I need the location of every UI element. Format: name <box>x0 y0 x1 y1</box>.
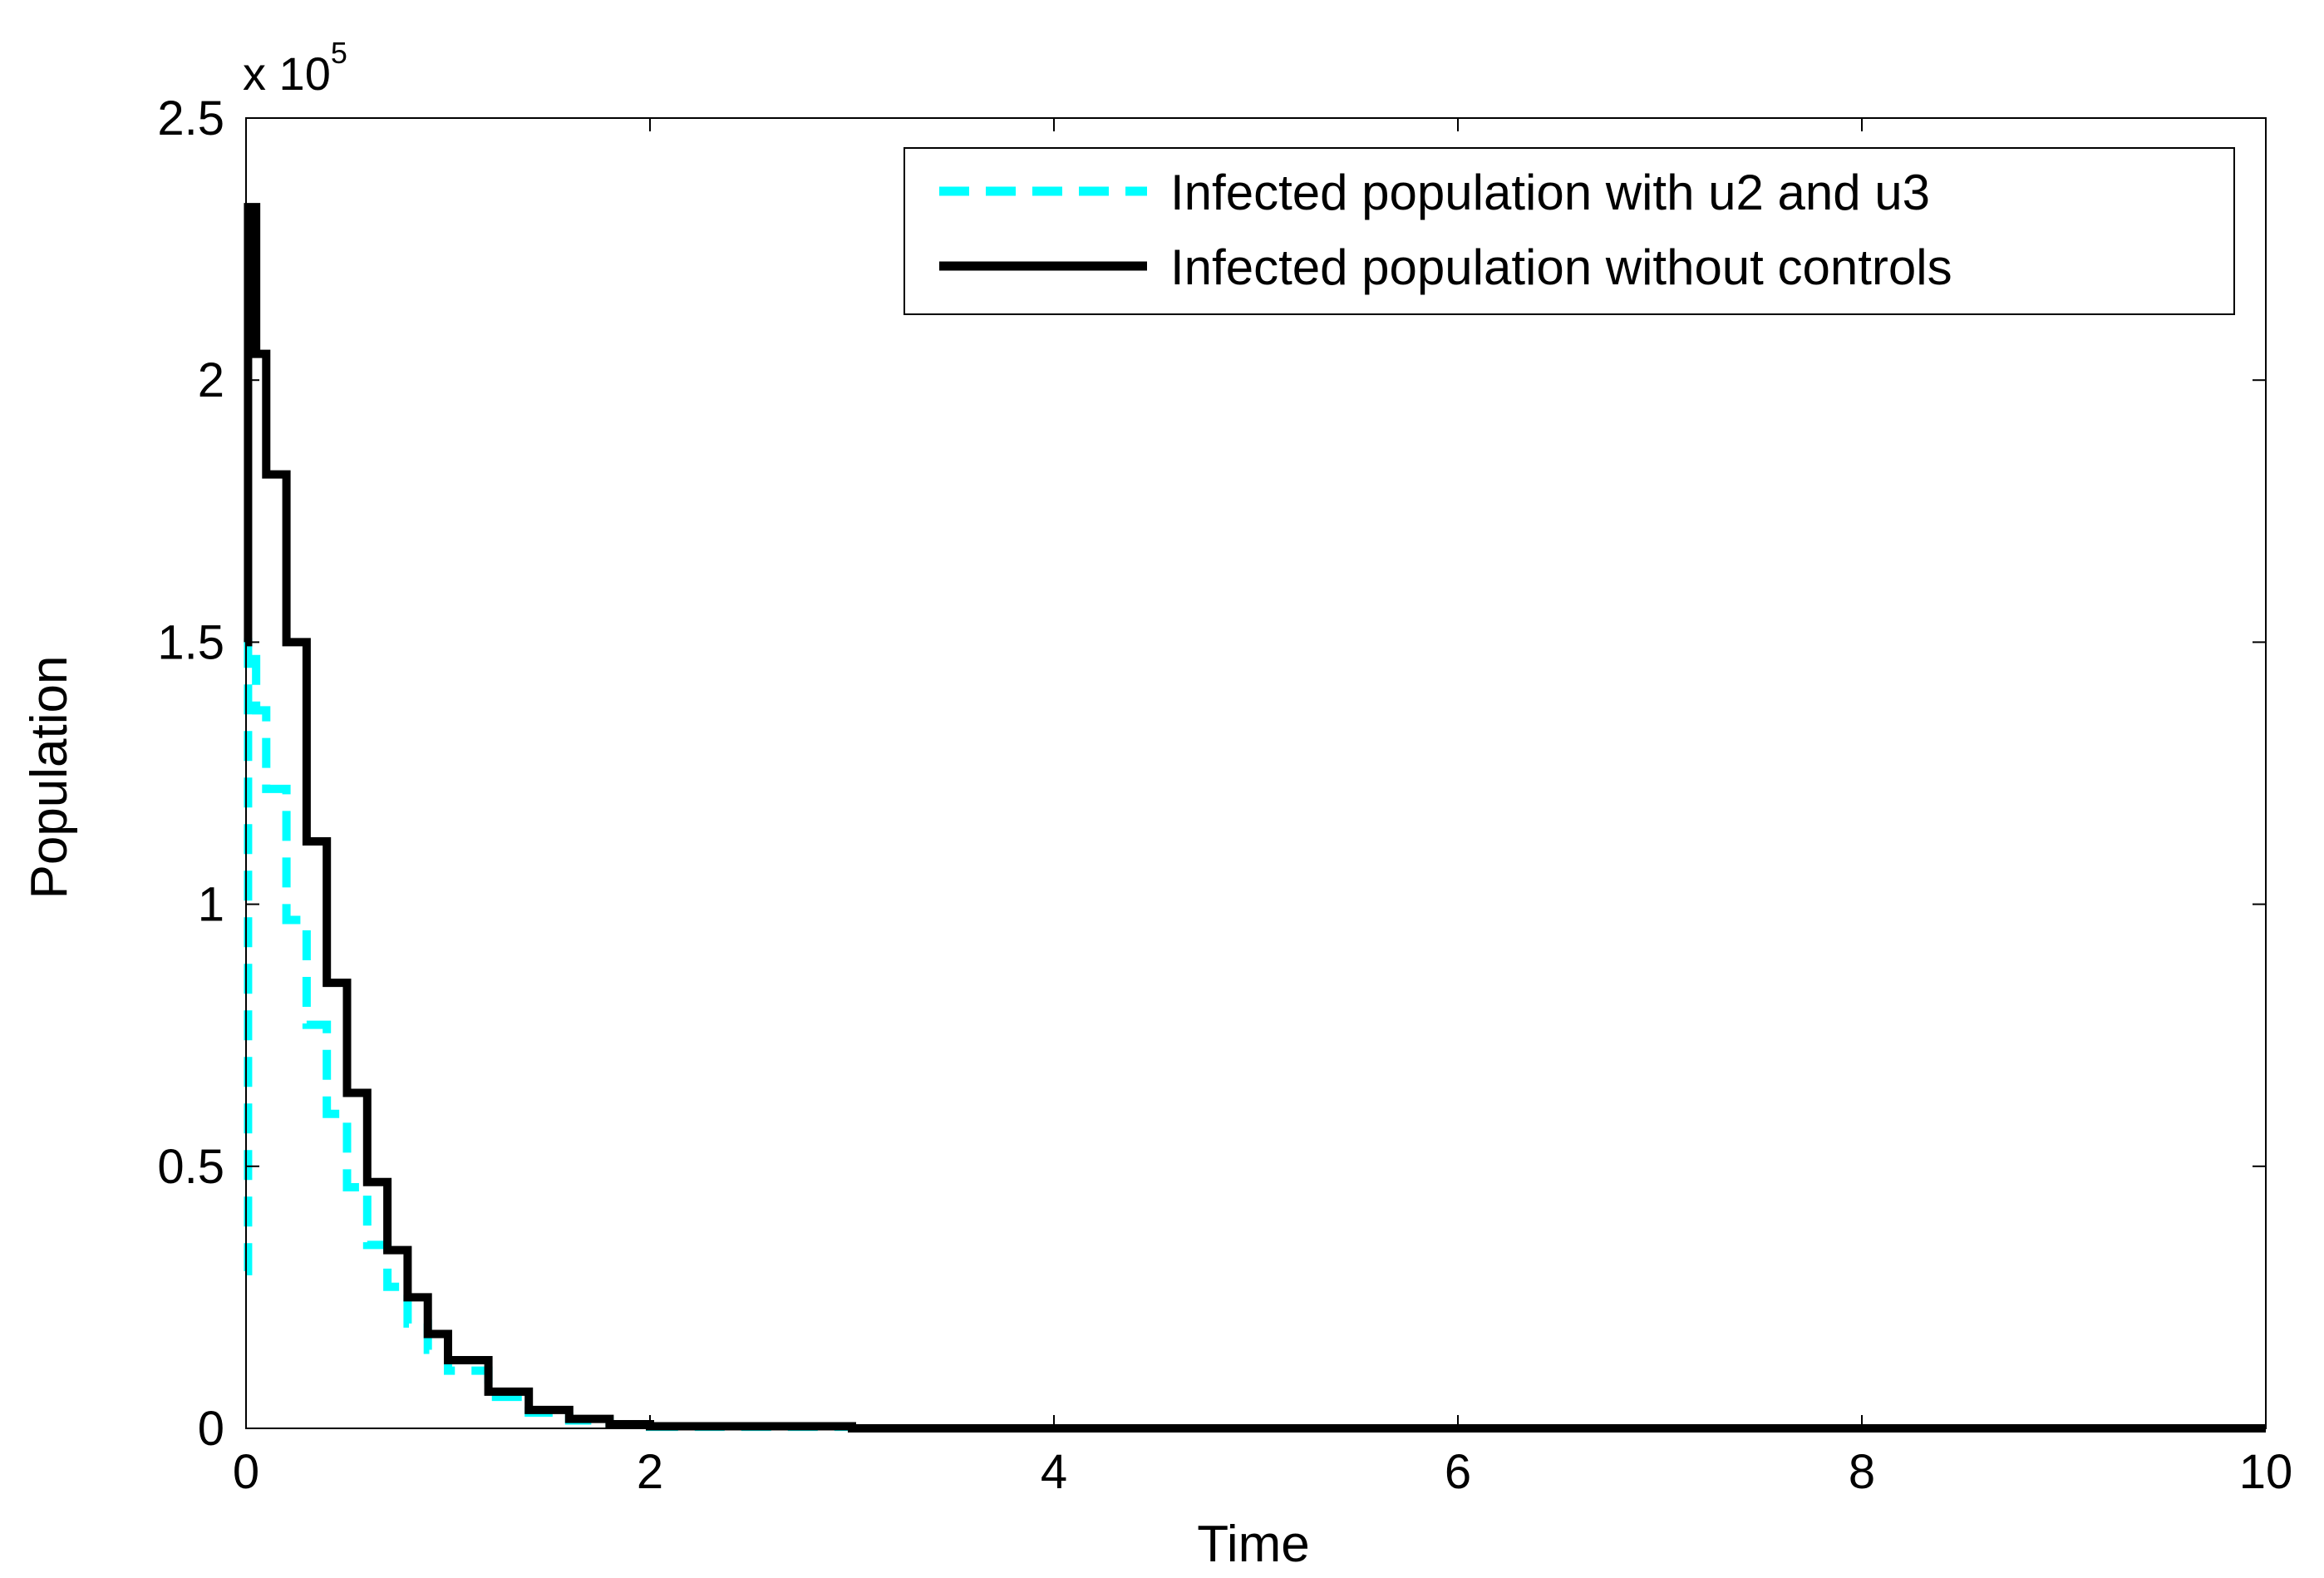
legend-box <box>904 147 2235 315</box>
x-tick-label: 6 <box>1445 1445 1471 1499</box>
series-line-2 <box>244 203 2266 1433</box>
y-tick-label: 0 <box>198 1402 224 1456</box>
y-axis-title: Population <box>21 655 78 899</box>
y-tick-label: 2 <box>198 353 224 407</box>
y-tick-label: 2.5 <box>157 91 224 145</box>
y-tick-label: 0.5 <box>157 1140 224 1194</box>
y-scale-exponent: 5 <box>331 36 347 70</box>
legend-label-2: Infected population without controls <box>1170 239 1952 295</box>
x-tick-label: 2 <box>637 1445 663 1499</box>
x-tick-label: 4 <box>1041 1445 1067 1499</box>
y-tick-label: 1.5 <box>157 615 224 669</box>
y-scale-label: x 105 <box>243 36 347 100</box>
ticks-layer: 0 2 4 6 8 10 0 0.5 1 1.5 2 2.5 <box>157 91 2292 1499</box>
plot-frame <box>245 117 2267 1429</box>
legend: Infected population with u2 and u3 Infec… <box>904 147 2235 315</box>
x-axis-title: Time <box>1197 1516 1309 1573</box>
x-tick-label: 8 <box>1849 1445 1875 1499</box>
legend-label-1: Infected population with u2 and u3 <box>1170 165 1930 220</box>
y-tick-label: 1 <box>198 878 224 932</box>
series-line-1 <box>244 638 2266 1433</box>
x-tick-label: 0 <box>233 1445 259 1499</box>
x-tick-label: 10 <box>2239 1445 2293 1499</box>
y-scale-base: x 10 <box>243 47 331 100</box>
series-layer <box>244 203 2266 1433</box>
